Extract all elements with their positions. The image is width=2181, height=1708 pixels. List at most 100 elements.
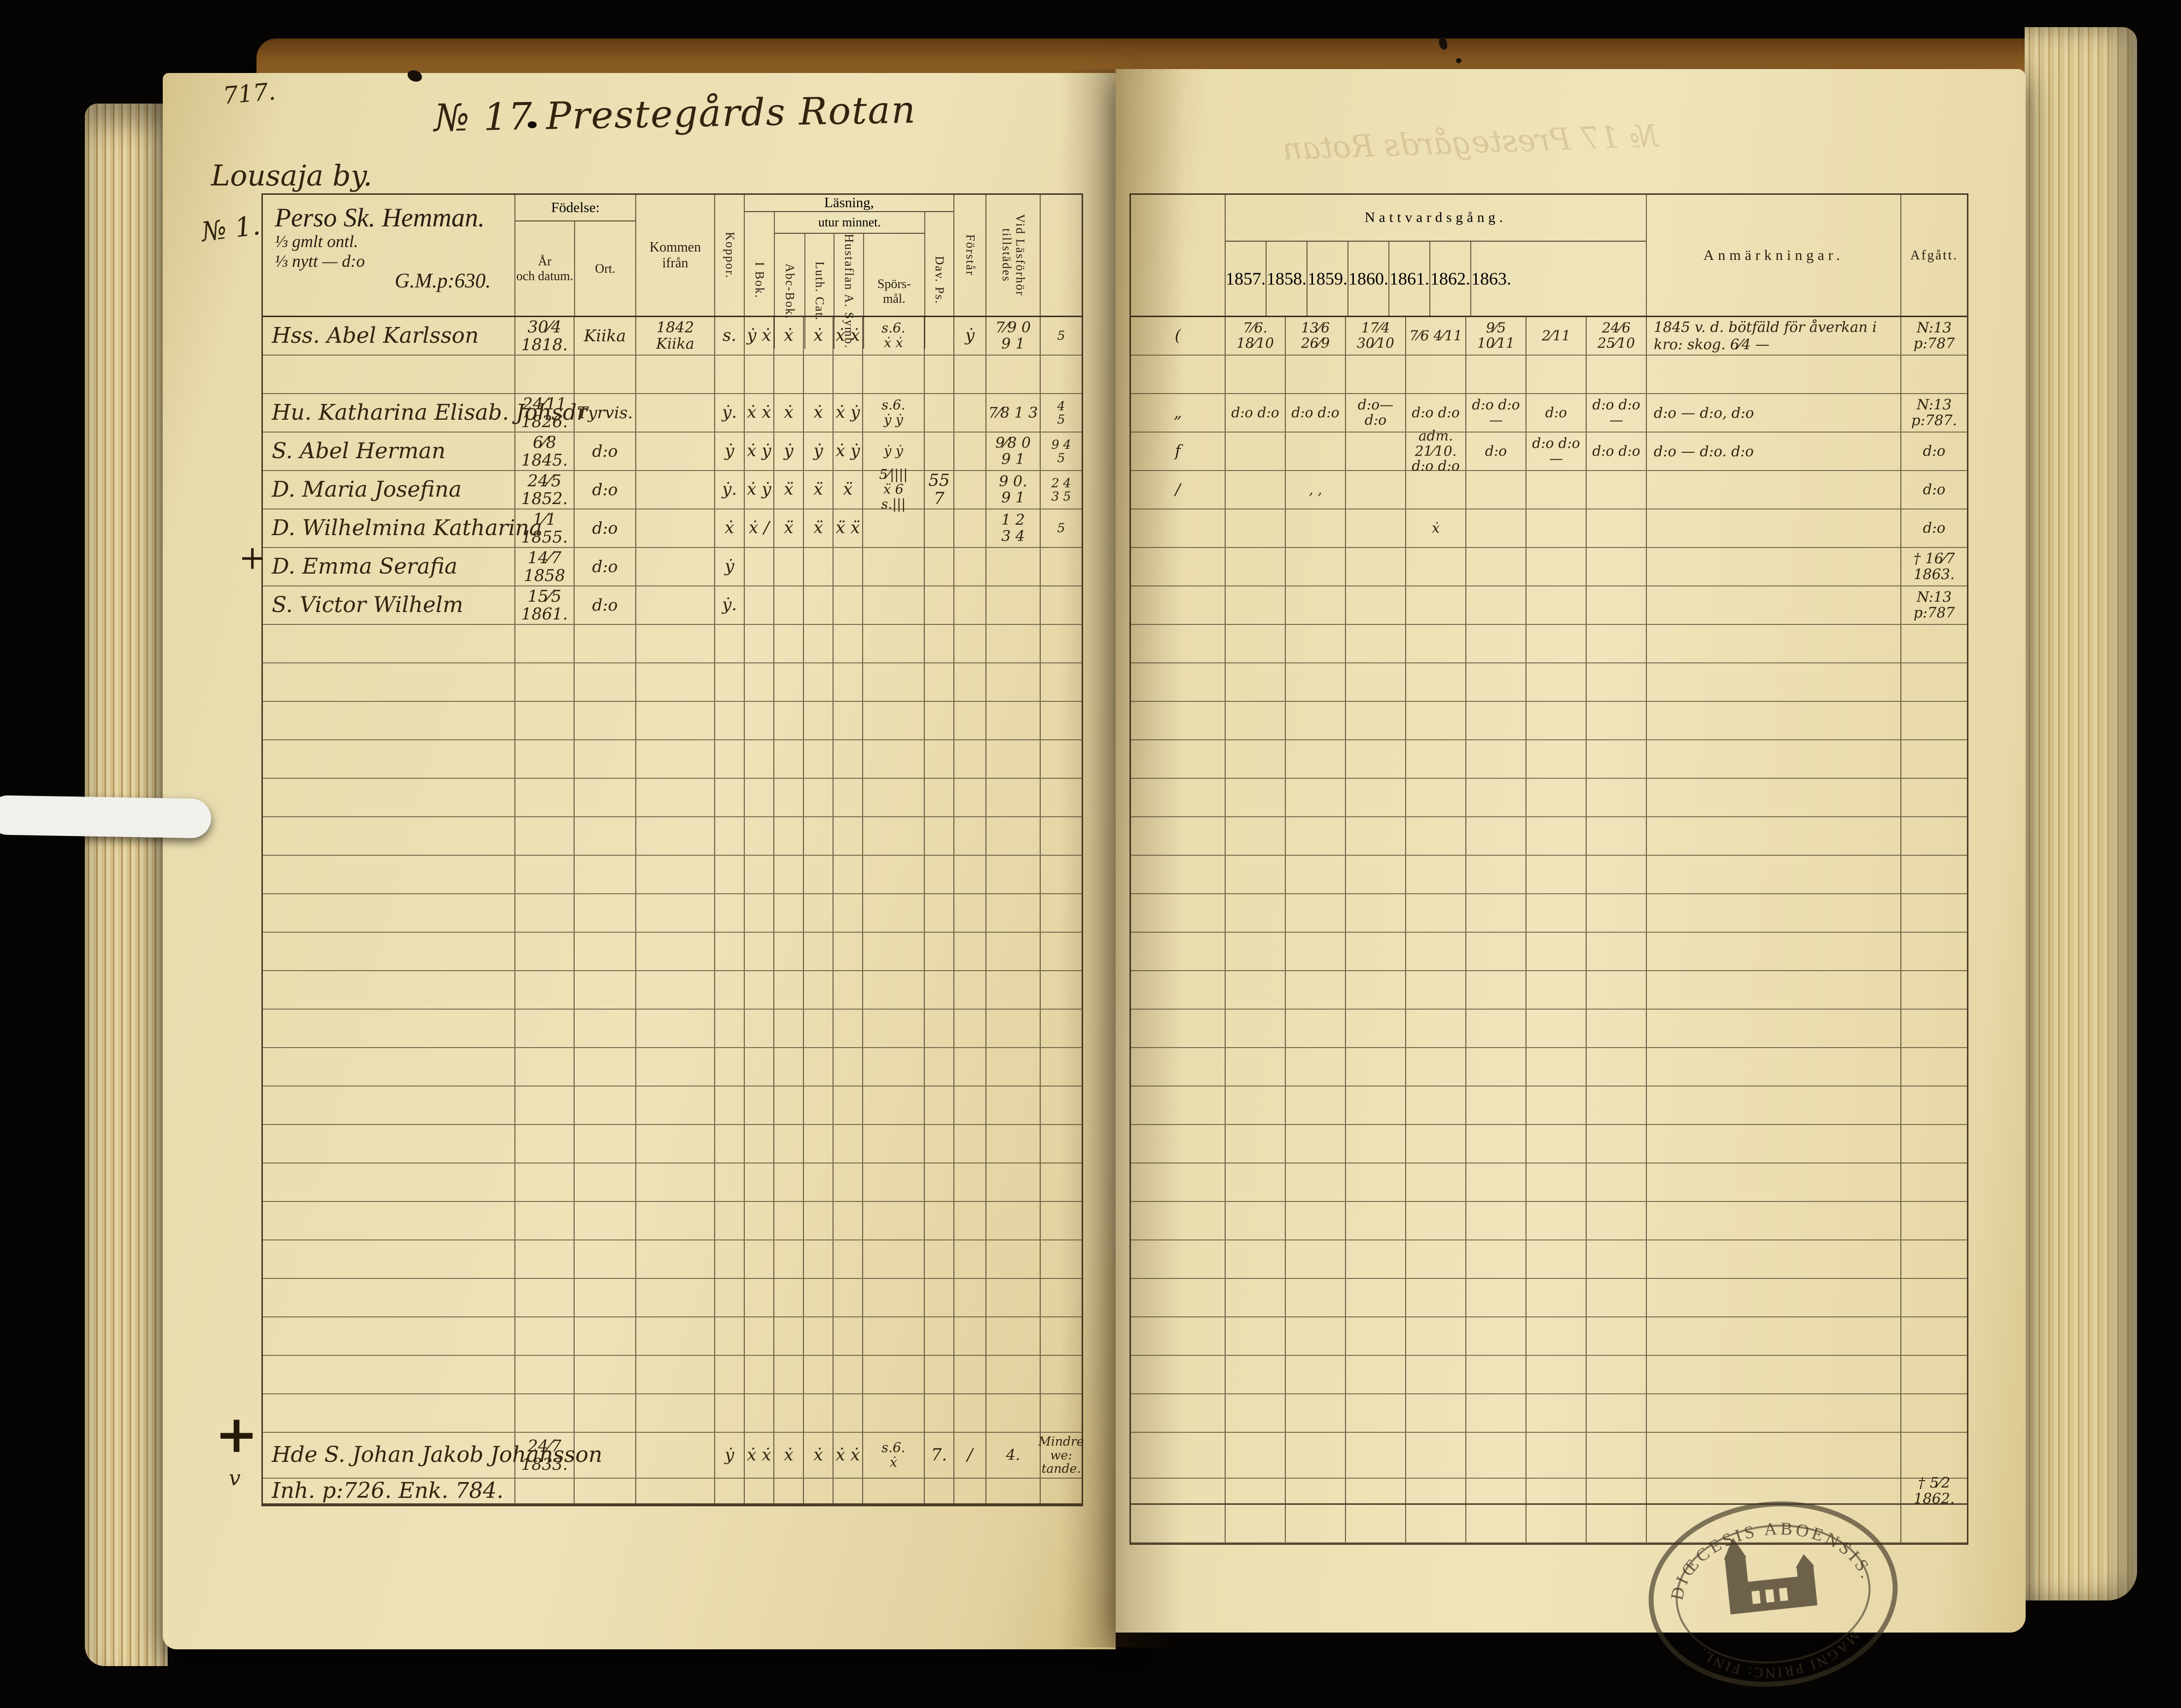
y1863-cell: [1586, 471, 1646, 509]
y1860-cell: [1405, 1505, 1465, 1542]
y1859-cell: [1345, 1125, 1405, 1163]
table-row: [1131, 740, 1967, 779]
koppor-cell: [714, 1317, 744, 1355]
lead-cell: (: [1174, 326, 1181, 345]
y1859-cell: [1345, 1087, 1405, 1124]
table-row: D. Emma Serafia 14⁄7 1858 d:o ẏ: [263, 548, 1082, 586]
dav-ps-cell: [924, 548, 953, 585]
lasforhor-cell: 1 2 3 4: [985, 509, 1040, 547]
sporsmal-cell: [862, 1479, 924, 1503]
koppor-cell: [714, 1356, 744, 1393]
birth-place-cell: [574, 356, 635, 393]
birth-date-cell: [514, 779, 574, 816]
birth-place-cell: [574, 1317, 635, 1355]
edge-note-cell: [1040, 779, 1082, 816]
table-body-left: Hss. Abel Karlsson 30⁄4 1818. Kiika 1842 Ki…: [263, 317, 1084, 1505]
afgatt-cell: [1900, 1317, 1967, 1355]
birth-date-cell: [514, 663, 574, 701]
luth-cat-header: Luth. Cat.: [804, 234, 834, 349]
afgatt-cell: [1900, 1125, 1967, 1163]
afgatt-cell: d:o: [1900, 509, 1967, 547]
hustaflan-cell: [833, 1240, 862, 1278]
hustaflan-cell: ẋ ẋ: [833, 317, 862, 355]
edge-note-cell: [1040, 1087, 1082, 1124]
birth-place-cell: [574, 663, 635, 701]
forstar-cell: [953, 817, 985, 855]
birth-place-cell: [574, 1010, 635, 1047]
edge-note-cell: [1040, 1163, 1082, 1201]
year-header-1862: 1862.: [1429, 242, 1470, 316]
lead-cell: [1131, 356, 1225, 393]
anmarkningar-cell: [1646, 1125, 1900, 1163]
hustaflan-cell: ẍ: [833, 471, 862, 509]
koppor-cell: [714, 1394, 744, 1432]
y1860-cell: [1405, 1479, 1465, 1503]
table-row: [1131, 625, 1967, 663]
edge-note-cell: 9 4 5: [1040, 433, 1082, 470]
kommen-ifran-cell: [635, 1048, 714, 1086]
abc-bok-cell: [773, 548, 803, 585]
lasforhor-cell: [985, 1479, 1040, 1503]
i-bok-cell: [744, 1394, 773, 1432]
dav-ps-cell: [924, 1010, 953, 1047]
luth-cat-cell: [803, 1317, 833, 1355]
birth-place-cell: [574, 1163, 635, 1201]
y1861-cell: [1465, 971, 1526, 1009]
table-row: [263, 1317, 1082, 1356]
sporsmal-cell: [862, 663, 924, 701]
y1860-cell: [1405, 1163, 1465, 1201]
kommen-ifran-cell: [635, 1202, 714, 1239]
y1862-cell: [1526, 856, 1586, 893]
y1863-cell: [1586, 663, 1646, 701]
lasforhor-cell: [985, 817, 1040, 855]
lead-cell: f: [1175, 441, 1181, 461]
table-row: ẋ d:o: [1131, 509, 1967, 548]
y1858-cell: [1285, 1048, 1345, 1086]
anmarkningar-cell: [1646, 1163, 1900, 1201]
year-header-1858: 1858.: [1266, 242, 1307, 316]
hustaflan-cell: [833, 1010, 862, 1047]
birth-date-cell: 30⁄4 1818.: [514, 317, 574, 355]
y1858-cell: [1285, 933, 1345, 970]
y1857-cell: [1225, 1202, 1285, 1239]
kommen-ifran-cell: [635, 1163, 714, 1201]
lasforhor-cell: [985, 740, 1040, 778]
kommen-ifran-cell: [635, 702, 714, 739]
y1859-cell: [1345, 356, 1405, 393]
i-bok-cell: [744, 894, 773, 932]
vid-lasforhor-header: Vid Läsförhör tillstädes: [985, 195, 1040, 316]
anmarkningar-cell: d:o — d:o. d:o: [1646, 433, 1900, 470]
y1858-cell: [1285, 625, 1345, 662]
y1859-cell: [1345, 1317, 1405, 1355]
abc-bok-cell: [773, 1240, 803, 1278]
table-row: † 16⁄7 1863.: [1131, 548, 1967, 586]
lead-column-header: [1131, 195, 1225, 316]
y1861-cell: [1465, 1163, 1526, 1201]
church-icon: [1724, 1537, 1818, 1615]
koppor-cell: [714, 1163, 744, 1201]
lead-cell: [1131, 1356, 1225, 1393]
lead-cell: [1131, 856, 1225, 893]
edge-note-cell: 5: [1040, 317, 1082, 355]
abc-bok-cell: [773, 1010, 803, 1047]
table-row: [263, 1125, 1082, 1163]
kommen-ifran-cell: [635, 1433, 714, 1478]
table-row: [263, 1356, 1082, 1394]
lead-cell: [1131, 1479, 1225, 1503]
table-row: [1131, 1279, 1967, 1317]
y1858-cell: [1285, 740, 1345, 778]
luth-cat-cell: [803, 933, 833, 970]
edge-note-cell: [1040, 1479, 1082, 1503]
y1858-cell: [1285, 1125, 1345, 1163]
page-holder-strip: [0, 795, 212, 838]
y1862-cell: [1526, 1279, 1586, 1316]
i-bok-cell: [744, 1125, 773, 1163]
anmarkningar-cell: [1646, 817, 1900, 855]
y1861-cell: [1465, 471, 1526, 509]
i-bok-cell: [744, 663, 773, 701]
kommen-ifran-cell: [635, 740, 714, 778]
dav-ps-cell: [924, 817, 953, 855]
sporsmal-cell: [862, 817, 924, 855]
abc-bok-cell: ẏ: [773, 433, 803, 470]
birth-place-cell: Tyrvis.: [574, 394, 635, 432]
